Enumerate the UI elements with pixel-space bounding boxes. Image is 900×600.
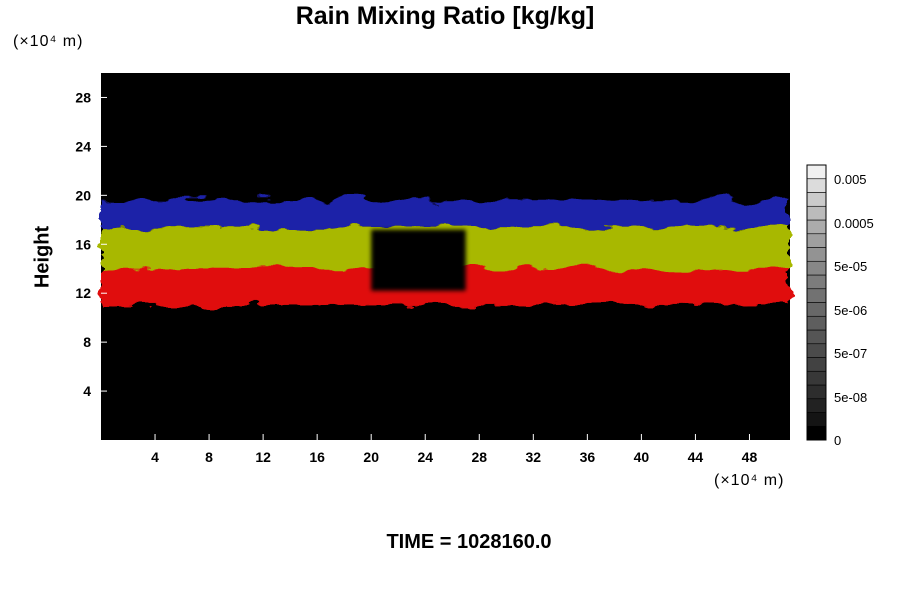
x-tick-label: 24 bbox=[417, 449, 433, 465]
colorbar-swatch bbox=[806, 288, 827, 303]
field-band-0 bbox=[101, 200, 790, 228]
colorbar-label: 0.0005 bbox=[834, 216, 874, 231]
colorbar-label: 5e-08 bbox=[834, 390, 867, 405]
x-tick-label: 44 bbox=[688, 449, 704, 465]
y-tick-label: 8 bbox=[83, 334, 91, 350]
y-tick-label: 20 bbox=[75, 187, 91, 203]
colorbar-swatch bbox=[806, 233, 827, 248]
colorbar-label: 0.005 bbox=[834, 172, 867, 187]
colorbar-swatch bbox=[806, 412, 827, 427]
y-tick-label: 4 bbox=[83, 383, 91, 399]
rain-field bbox=[101, 200, 790, 306]
colorbar-swatch bbox=[806, 192, 827, 207]
x-tick-label: 20 bbox=[363, 449, 379, 465]
y-tick-label: 16 bbox=[75, 236, 91, 252]
colorbar-swatch bbox=[806, 219, 827, 235]
colorbar-swatch bbox=[806, 425, 827, 441]
colorbar-swatch bbox=[806, 164, 827, 180]
colorbar-swatch bbox=[806, 357, 827, 372]
x-tick-label: 36 bbox=[580, 449, 596, 465]
x-tick-label: 4 bbox=[151, 449, 159, 465]
colorbar-label: 5e-06 bbox=[834, 303, 867, 318]
colorbar: 0.005 0.0005 5e-05 5e-06 5e-07 5e-08 0 bbox=[806, 164, 874, 448]
x-tick-label: 40 bbox=[634, 449, 650, 465]
x-axis-ticks: 4 8 12 16 20 24 28 32 36 40 44 48 bbox=[151, 434, 757, 465]
colorbar-label: 5e-05 bbox=[834, 259, 867, 274]
chart-title: Rain Mixing Ratio [kg/kg] bbox=[295, 2, 595, 30]
x-tick-label: 32 bbox=[526, 449, 542, 465]
colorbar-label: 0 bbox=[834, 433, 841, 448]
y-tick-label: 12 bbox=[75, 285, 91, 301]
colorbar-swatch bbox=[806, 178, 827, 193]
colorbar-label: 5e-07 bbox=[834, 346, 867, 361]
colorbar-swatch bbox=[806, 370, 827, 386]
colorbar-swatch bbox=[806, 274, 827, 290]
x-tick-label: 8 bbox=[205, 449, 213, 465]
y-tick-label: 28 bbox=[75, 89, 91, 105]
colorbar-swatch bbox=[806, 329, 827, 345]
x-tick-label: 48 bbox=[742, 449, 758, 465]
x-tick-label: 16 bbox=[309, 449, 325, 465]
colorbar-swatch bbox=[806, 302, 827, 317]
x-axis-unit: (×10⁴ m) bbox=[714, 472, 785, 489]
y-tick-label: 24 bbox=[75, 138, 91, 154]
x-tick-label: 12 bbox=[255, 449, 271, 465]
colorbar-swatch bbox=[806, 315, 827, 331]
colorbar-swatch bbox=[806, 205, 827, 221]
colorbar-swatch bbox=[806, 247, 827, 262]
y-axis-ticks: 4 8 12 16 20 24 28 bbox=[75, 89, 107, 399]
y-axis-unit: (×10⁴ m) bbox=[13, 33, 84, 50]
colorbar-swatch bbox=[806, 260, 827, 276]
colorbar-swatch bbox=[806, 398, 827, 413]
x-tick-label: 28 bbox=[471, 449, 487, 465]
colorbar-swatch bbox=[806, 384, 827, 400]
colorbar-swatch bbox=[806, 343, 827, 358]
field-gap bbox=[371, 229, 466, 291]
time-caption: TIME = 1028160.0 bbox=[386, 531, 552, 553]
